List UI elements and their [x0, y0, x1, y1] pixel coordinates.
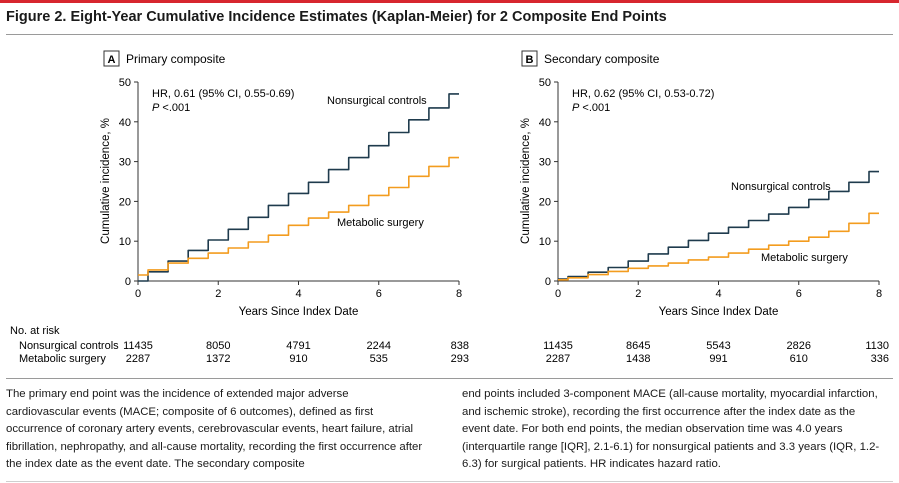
panel-b-y-tick-label: 10	[539, 236, 551, 248]
panel-b-series-nonsurgical-line	[558, 170, 879, 280]
panel-a-axes: 0 10 20 30 40 50 0 2 4 6 8	[119, 77, 462, 300]
panel-a-series-nonsurgical-line	[138, 93, 459, 282]
risk-cell: 991	[709, 353, 727, 365]
panel-a-title: Primary composite	[126, 52, 226, 66]
panel-a-x-tick-label: 4	[295, 288, 301, 300]
risk-cell: 838	[451, 340, 469, 352]
panel-a-x-tick-label: 8	[456, 288, 462, 300]
figure-end-divider	[6, 481, 893, 482]
panel-b-axes: 0 10 20 30 40 50 0 2 4 6 8	[539, 77, 882, 300]
panel-b-letter: B	[526, 54, 534, 66]
risk-table-cells: 11435 8050 4791 2244 838 11435 8645 5543 2826 113…	[123, 340, 889, 365]
risk-cell: 610	[790, 353, 808, 365]
risk-cell: 2244	[367, 340, 391, 352]
risk-cell: 2826	[787, 340, 811, 352]
panel-a-y-tick-label: 50	[119, 77, 131, 89]
panel-a-curves	[138, 93, 459, 282]
panel-b-title: Secondary composite	[544, 52, 660, 66]
panel-b-letter-box	[521, 50, 538, 67]
panel-b-label-nonsurgical: Nonsurgical controls	[731, 181, 831, 193]
risk-cell: 535	[370, 353, 388, 365]
risk-cell: 11435	[123, 340, 153, 352]
panel-b-x-tick-label: 0	[555, 288, 561, 300]
panel-a-hr-text: HR, 0.61 (95% CI, 0.55-0.69)	[152, 88, 294, 100]
risk-cell: 11435	[543, 340, 573, 352]
panel-b-x-tick-label: 8	[876, 288, 882, 300]
risk-cell: 1438	[626, 353, 650, 365]
panel-a-x-tick-label: 6	[376, 288, 382, 300]
risk-cell: 1130	[865, 340, 889, 352]
risk-cell: 293	[451, 353, 469, 365]
panel-b-hr-text: HR, 0.62 (95% CI, 0.53-0.72)	[572, 88, 714, 100]
panel-a-y-tick-label: 0	[125, 276, 131, 288]
risk-cell: 4791	[286, 340, 310, 352]
risk-table-title: No. at risk	[10, 325, 60, 337]
panel-b-y-tick-label: 50	[539, 77, 551, 89]
risk-row-label-surgery: Metabolic surgery	[19, 353, 106, 365]
panel-a-p-value: P <.001	[152, 102, 190, 114]
panel-a-x-tick-label: 2	[215, 288, 221, 300]
risk-cell: 8050	[206, 340, 230, 352]
caption-divider	[6, 378, 893, 379]
panel-a-letter: A	[108, 54, 116, 66]
panel-b-y-axis-label: Cumulative incidence, %	[520, 118, 532, 244]
panel-a-y-tick-label: 30	[119, 157, 131, 169]
panel-b-y-tick-label: 30	[539, 157, 551, 169]
risk-cell: 1372	[206, 353, 230, 365]
risk-cell: 2287	[126, 353, 150, 365]
panel-a-x-axis-label: Years Since Index Date	[239, 306, 359, 318]
risk-cell: 5543	[706, 340, 730, 352]
panel-b-x-tick-label: 2	[635, 288, 641, 300]
caption-right-column: end points included 3-component MACE (al…	[462, 388, 880, 471]
panel-a-y-axis-label: Cumulative incidence, %	[100, 118, 112, 244]
risk-cell: 2287	[546, 353, 570, 365]
figure-title: Figure 2. Eight-Year Cumulative Incidenc…	[6, 9, 667, 25]
panel-b-x-axis-label: Years Since Index Date	[659, 306, 779, 318]
figure-accent-bar	[0, 0, 899, 3]
risk-row-label-nonsurgical: Nonsurgical controls	[19, 340, 119, 352]
risk-table: No. at risk Nonsurgical controls Metabol…	[10, 325, 889, 365]
panel-b: B Secondary composite 0 10 20 30 40 50 0 2 4 6 8 H…	[520, 50, 882, 318]
panel-a-x-tick-label: 0	[135, 288, 141, 300]
panel-a-y-tick-label: 20	[119, 196, 131, 208]
panel-b-x-tick-label: 4	[715, 288, 721, 300]
panel-b-y-tick-label: 20	[539, 196, 551, 208]
panel-b-curves	[558, 170, 879, 281]
panel-a-y-tick-label: 10	[119, 236, 131, 248]
risk-cell: 336	[871, 353, 889, 365]
panel-b-series-surgery-line	[558, 212, 879, 281]
caption-left-column: The primary end point was the incidence …	[6, 388, 423, 471]
title-divider	[6, 34, 893, 35]
panel-a: A Primary composite 0 10 20 30 40 50 0 2 4 6 8 HR,…	[100, 50, 462, 318]
panel-b-label-surgery: Metabolic surgery	[761, 252, 848, 264]
risk-cell: 910	[289, 353, 307, 365]
panel-b-y-tick-label: 40	[539, 117, 551, 129]
panel-a-series-surgery-line	[138, 156, 459, 276]
panel-b-p-value: P <.001	[572, 102, 610, 114]
risk-cell: 8645	[626, 340, 650, 352]
panel-a-label-nonsurgical: Nonsurgical controls	[327, 95, 427, 107]
panel-a-letter-box	[103, 50, 120, 67]
panel-b-x-tick-label: 6	[796, 288, 802, 300]
panel-a-y-tick-label: 40	[119, 117, 131, 129]
panel-b-y-tick-label: 0	[545, 276, 551, 288]
panel-a-label-surgery: Metabolic surgery	[337, 217, 424, 229]
